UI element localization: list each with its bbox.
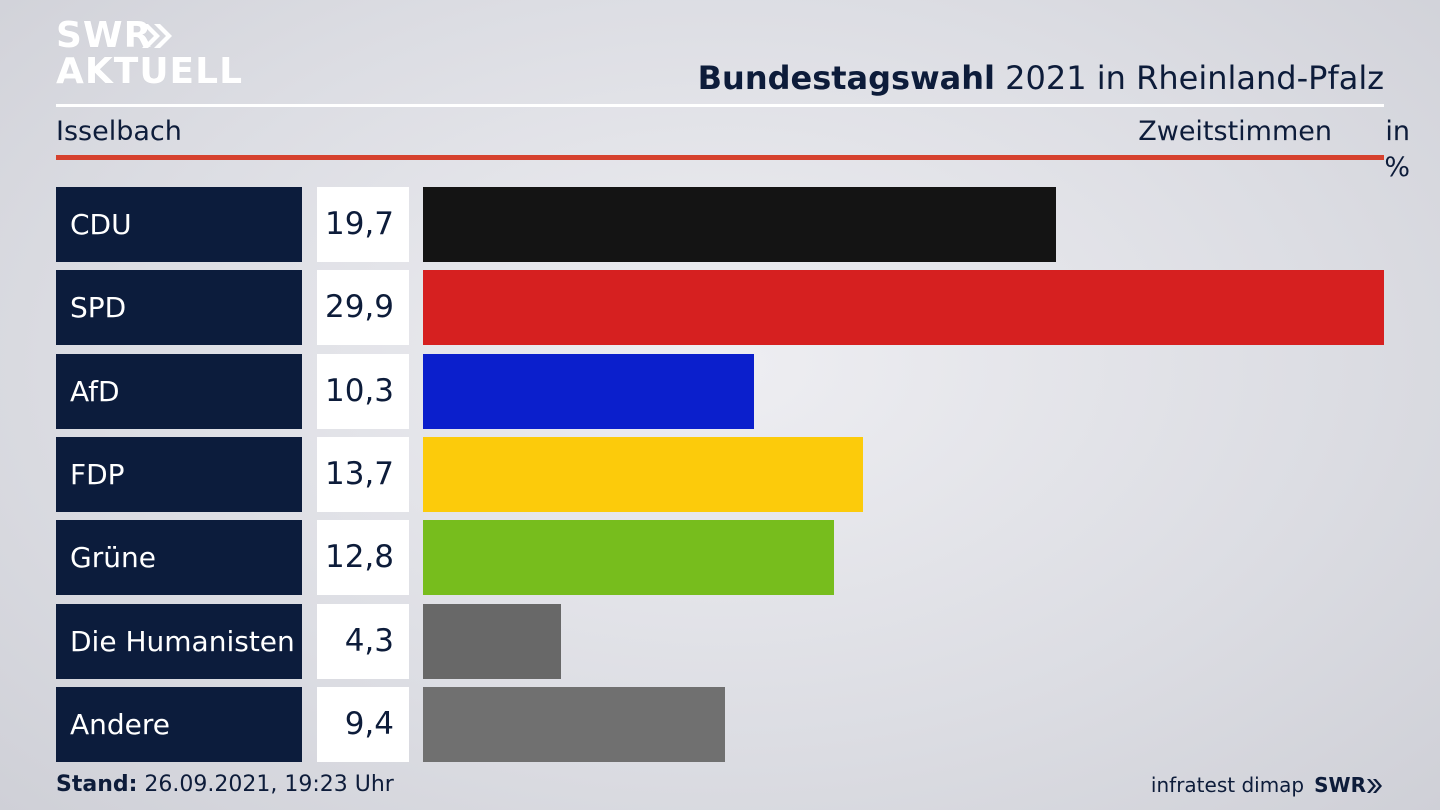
bar: [423, 354, 754, 429]
party-label: FDP: [56, 437, 302, 512]
party-label: SPD: [56, 270, 302, 345]
accent-divider: [56, 155, 1384, 160]
stand-label: Stand:: [56, 772, 138, 797]
value-label: 4,3: [317, 604, 409, 679]
bar: [423, 187, 1056, 262]
swr-aktuell-logo: SWR AKTUELL: [56, 15, 242, 90]
bar-row: Grüne 12,8: [56, 520, 1384, 595]
logo-swr-text: SWR: [56, 15, 153, 56]
double-chevron-icon: [1367, 779, 1382, 793]
bar-row: Andere 9,4: [56, 687, 1384, 762]
source-credit: infratest dimap SWR: [1151, 770, 1384, 800]
title-bold: Bundestagswahl: [697, 59, 995, 97]
measure-label: Zweitstimmen: [1138, 116, 1332, 147]
source-label: infratest dimap: [1150, 773, 1305, 797]
party-label: AfD: [56, 354, 302, 429]
value-label: 12,8: [317, 520, 409, 595]
value-label: 10,3: [317, 354, 409, 429]
header-divider: [56, 104, 1384, 107]
title-rest: 2021 in Rheinland-Pfalz: [995, 59, 1384, 97]
bar-row: Die Humanisten 4,3: [56, 604, 1384, 679]
bar-row: FDP 13,7: [56, 437, 1384, 512]
party-label: CDU: [56, 187, 302, 262]
value-label: 29,9: [317, 270, 409, 345]
double-chevron-icon: [142, 24, 172, 48]
stand-value: 26.09.2021, 19:23 Uhr: [137, 772, 394, 797]
bar-row: CDU 19,7: [56, 187, 1384, 262]
party-label: Grüne: [56, 520, 302, 595]
party-label: Die Humanisten: [56, 604, 302, 679]
party-label: Andere: [56, 687, 302, 762]
bar-row: SPD 29,9: [56, 270, 1384, 345]
bar: [423, 437, 863, 512]
chart-title: Bundestagswahl 2021 in Rheinland-Pfalz: [698, 58, 1384, 98]
bar: [423, 520, 834, 595]
bar: [423, 270, 1384, 345]
value-label: 13,7: [317, 437, 409, 512]
bar: [423, 687, 725, 762]
bar-row: AfD 10,3: [56, 354, 1384, 429]
source-brand: SWR: [1314, 773, 1366, 797]
value-label: 9,4: [317, 687, 409, 762]
logo-aktuell-text: AKTUELL: [56, 51, 244, 92]
unit-label: in %: [1384, 116, 1410, 183]
region-label: Isselbach: [56, 116, 182, 147]
value-label: 19,7: [317, 187, 409, 262]
timestamp: Stand: 26.09.2021, 19:23 Uhr: [56, 770, 394, 800]
bar: [423, 604, 561, 679]
